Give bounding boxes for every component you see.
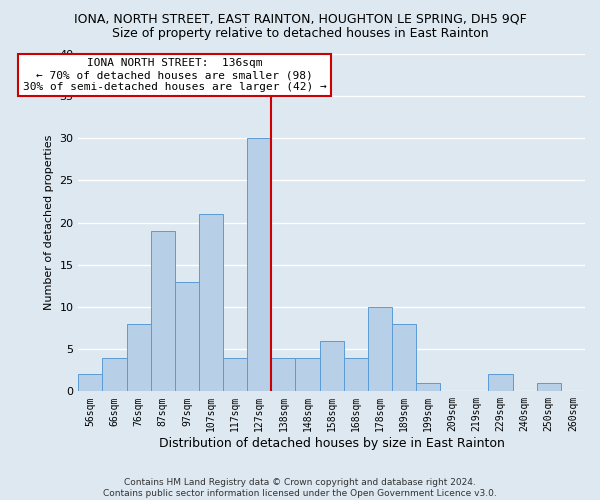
- Bar: [79, 374, 103, 392]
- Bar: [416, 383, 440, 392]
- Bar: [271, 358, 295, 392]
- Bar: [368, 307, 392, 392]
- Bar: [151, 231, 175, 392]
- Bar: [537, 383, 561, 392]
- Bar: [199, 214, 223, 392]
- Text: IONA, NORTH STREET, EAST RAINTON, HOUGHTON LE SPRING, DH5 9QF: IONA, NORTH STREET, EAST RAINTON, HOUGHT…: [74, 12, 526, 26]
- Bar: [392, 324, 416, 392]
- Text: Size of property relative to detached houses in East Rainton: Size of property relative to detached ho…: [112, 28, 488, 40]
- Bar: [344, 358, 368, 392]
- X-axis label: Distribution of detached houses by size in East Rainton: Distribution of detached houses by size …: [159, 437, 505, 450]
- Bar: [127, 324, 151, 392]
- Text: IONA NORTH STREET:  136sqm
← 70% of detached houses are smaller (98)
30% of semi: IONA NORTH STREET: 136sqm ← 70% of detac…: [23, 58, 326, 92]
- Bar: [295, 358, 320, 392]
- Bar: [488, 374, 512, 392]
- Bar: [223, 358, 247, 392]
- Text: Contains HM Land Registry data © Crown copyright and database right 2024.
Contai: Contains HM Land Registry data © Crown c…: [103, 478, 497, 498]
- Bar: [175, 282, 199, 392]
- Bar: [103, 358, 127, 392]
- Y-axis label: Number of detached properties: Number of detached properties: [44, 135, 54, 310]
- Bar: [247, 138, 271, 392]
- Bar: [320, 340, 344, 392]
